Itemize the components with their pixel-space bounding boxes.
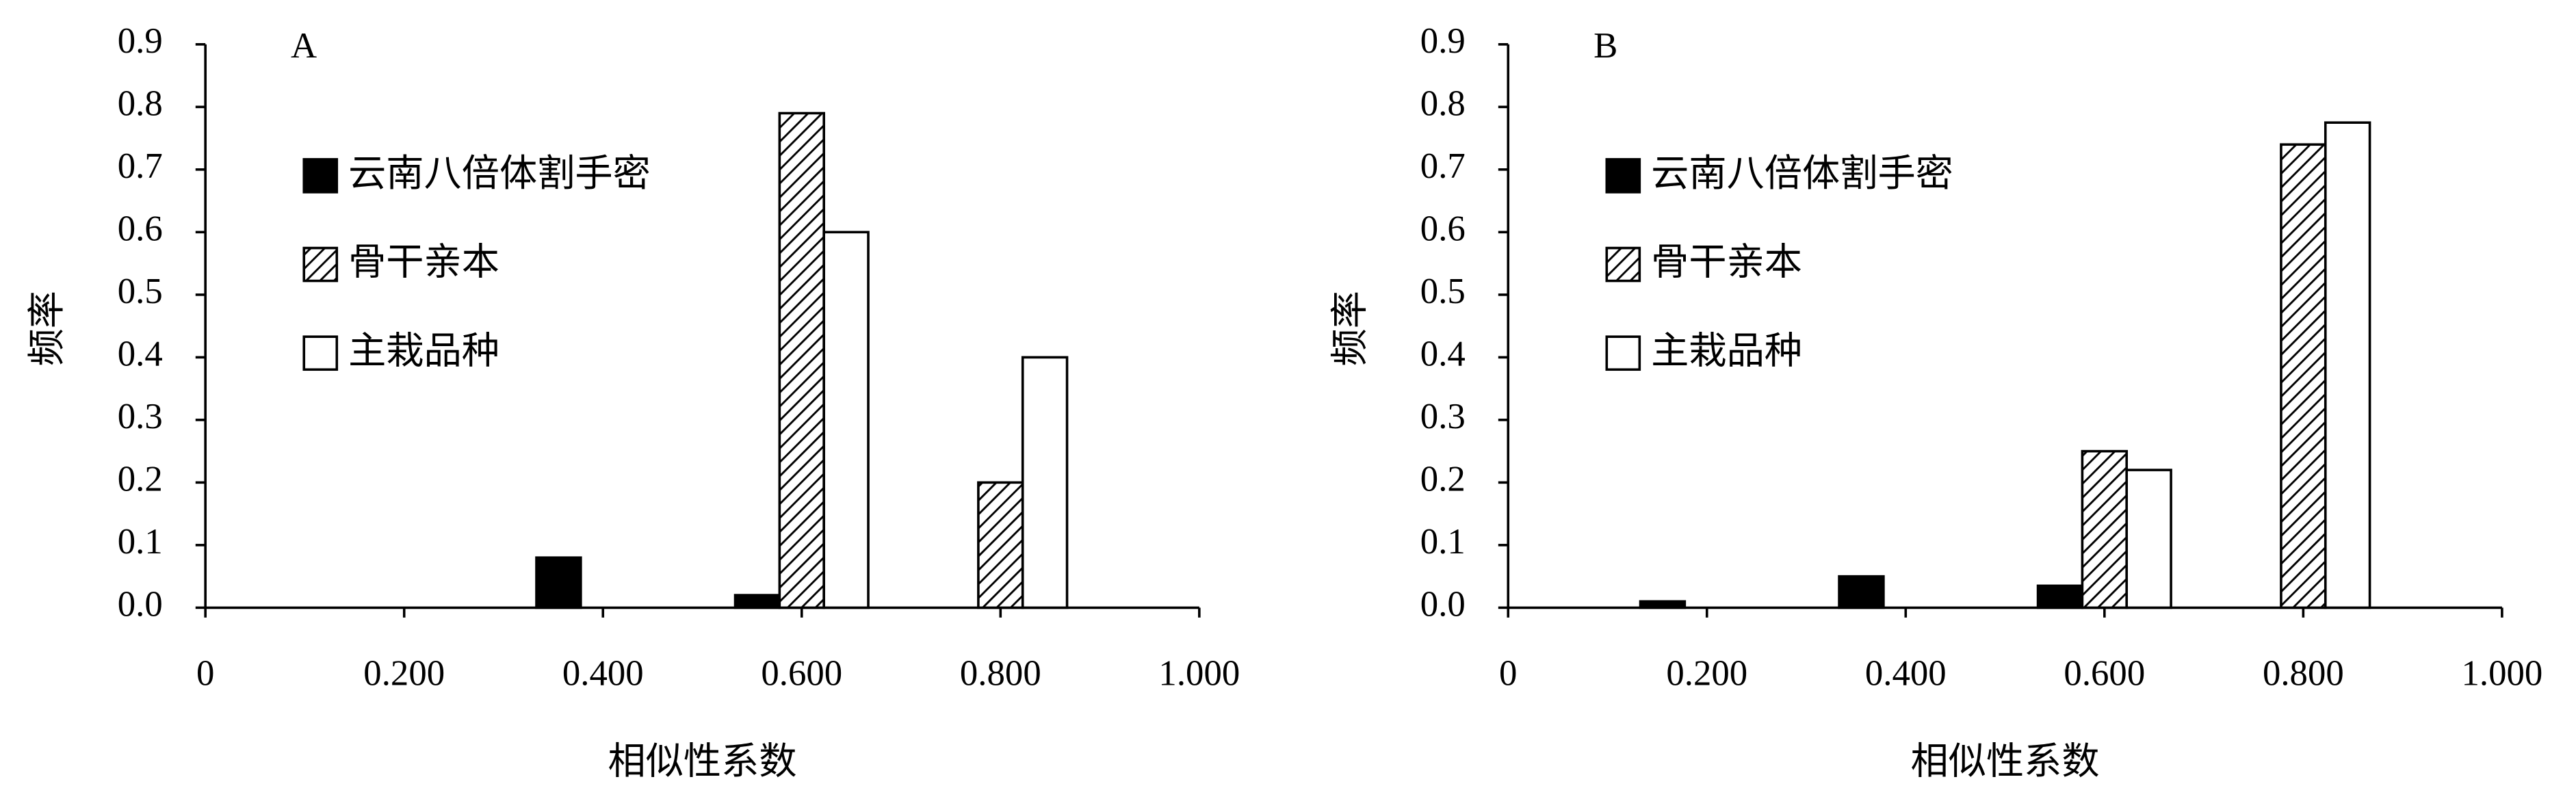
bar: [2125, 469, 2172, 609]
x-tick-label: 0.800: [960, 653, 1041, 693]
bar: [2280, 143, 2327, 609]
legend-label: 云南八倍体割手密: [1651, 152, 1953, 196]
legend-label: 主栽品种: [1651, 329, 1802, 373]
legend-label: 云南八倍体割手密: [348, 152, 651, 196]
x-tick-label: 0.600: [2064, 653, 2145, 693]
y-tick-label: 0.4: [1420, 334, 1466, 373]
x-tick-label: 0.200: [363, 653, 445, 693]
x-tick-label: 0.400: [562, 653, 644, 693]
y-tick-label: 0.9: [118, 21, 163, 61]
y-tick-label: 0.7: [118, 146, 163, 186]
bar: [1021, 356, 1069, 609]
panel: 0.0 0.1 0.2 0.3 0.4 0.5 0.6 0.7 0.8 0.9 0 0.200 0.40…: [25, 21, 1240, 784]
y-tick-label: 0.6: [118, 209, 163, 248]
y-tick-label: 0.8: [118, 83, 163, 123]
bar: [1838, 575, 1885, 609]
legend-swatch: [302, 335, 339, 371]
y-tick-label: 0.6: [1420, 209, 1466, 248]
bar: [1639, 600, 1687, 609]
legend-swatch: [1605, 246, 1641, 283]
y-tick-label: 0.1: [118, 522, 163, 562]
y-axis-label: 频率: [25, 291, 69, 366]
y-tick-label: 0.3: [118, 397, 163, 436]
bar: [733, 594, 781, 609]
x-tick-label: 0: [1499, 653, 1517, 693]
panel-title: B: [1593, 26, 1617, 66]
y-tick-label: 0.5: [118, 272, 163, 311]
bar: [2324, 121, 2371, 609]
y-tick-label: 0.0: [118, 585, 163, 625]
legend-label: 骨干亲本: [348, 241, 499, 285]
y-tick-label: 0.4: [118, 334, 163, 373]
panel-title: A: [291, 26, 317, 66]
bar: [2036, 584, 2084, 609]
bar: [977, 481, 1024, 609]
bar: [535, 556, 582, 609]
x-tick-label: 1.000: [1158, 653, 1240, 693]
x-tick-label: 0.600: [761, 653, 842, 693]
x-axis-label: 相似性系数: [1911, 740, 2100, 784]
y-tick-label: 0.2: [118, 460, 163, 499]
y-tick-label: 0.1: [1420, 522, 1466, 562]
y-tick-label: 0.3: [1420, 397, 1466, 436]
x-tick-label: 0: [196, 653, 214, 693]
panel: 0.0 0.1 0.2 0.3 0.4 0.5 0.6 0.7 0.8 0.9 0 0.200 0.40…: [1328, 21, 2542, 784]
legend-swatch: [302, 158, 339, 194]
legend-label: 主栽品种: [348, 329, 499, 373]
bar: [2081, 449, 2129, 609]
x-tick-label: 0.800: [2263, 653, 2344, 693]
legend-swatch: [1605, 158, 1641, 194]
y-tick-label: 0.8: [1420, 83, 1466, 123]
legend-label: 骨干亲本: [1651, 241, 1802, 285]
y-tick-label: 0.0: [1420, 585, 1466, 625]
y-tick-label: 0.2: [1420, 460, 1466, 499]
y-axis-label: 频率: [1328, 291, 1372, 366]
x-tick-label: 1.000: [2461, 653, 2542, 693]
y-tick-label: 0.7: [1420, 146, 1466, 186]
legend-swatch: [302, 246, 339, 283]
y-tick-label: 0.5: [1420, 272, 1466, 311]
x-tick-label: 0.400: [1865, 653, 1947, 693]
x-axis-label: 相似性系数: [608, 740, 796, 784]
x-tick-label: 0.200: [1666, 653, 1747, 693]
legend-swatch: [1605, 335, 1641, 371]
bar: [822, 231, 870, 609]
y-tick-label: 0.9: [1420, 21, 1466, 61]
bar: [778, 111, 825, 609]
